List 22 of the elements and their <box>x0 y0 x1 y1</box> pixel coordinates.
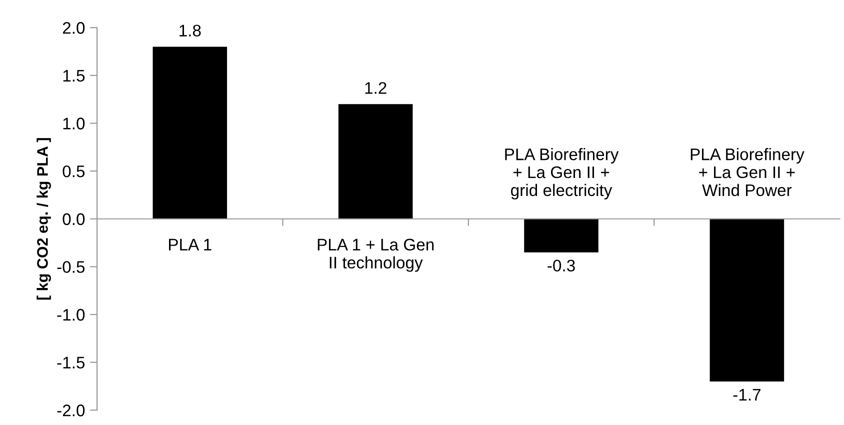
y-tick-label: 0.0 <box>62 213 85 226</box>
y-tick-label: -1.0 <box>57 308 85 321</box>
x-tick-label: PLA Biorefinery + La Gen II + Wind Power <box>690 148 804 196</box>
y-tick-label: 2.0 <box>62 22 85 34</box>
y-tick-label: 0.5 <box>62 165 85 178</box>
data-label: 1.2 <box>365 82 386 94</box>
x-tick-label: PLA 1 + La Gen II technology <box>318 238 434 272</box>
x-tick-label: PLA 1 <box>169 238 212 250</box>
data-label: -0.3 <box>548 260 575 272</box>
bar <box>152 46 228 219</box>
y-tick-label: -0.5 <box>57 261 85 273</box>
y-tick-label: -2.0 <box>57 404 85 416</box>
y-tick-label: 1.5 <box>63 70 85 82</box>
x-tick-label: PLA Biorefinery + La Gen II + grid electricity <box>505 148 619 200</box>
y-axis-title: [ kg CO2 eq. / kg PLA ] <box>36 138 51 300</box>
data-label: 1.8 <box>180 24 201 37</box>
data-label: -1.7 <box>733 388 760 400</box>
bar <box>710 218 784 382</box>
y-tick-label: 1.0 <box>63 118 85 130</box>
bar <box>338 104 413 219</box>
y-tick-label: -1.5 <box>57 356 85 369</box>
bar <box>524 218 598 252</box>
